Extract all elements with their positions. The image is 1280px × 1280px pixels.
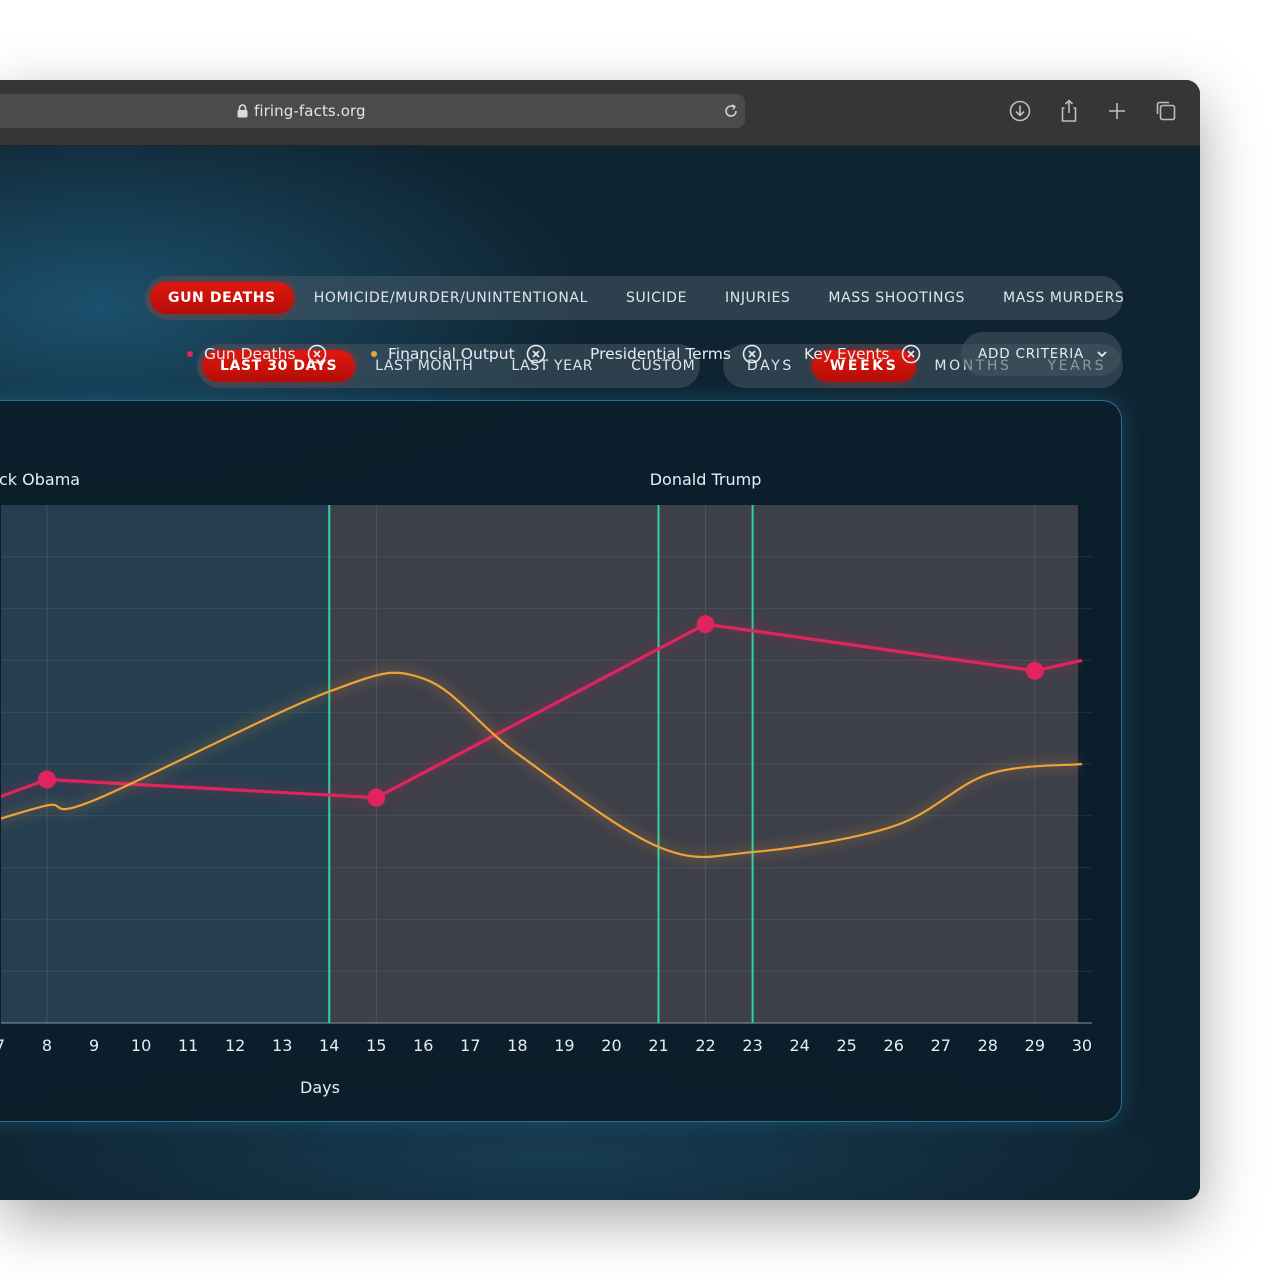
- tabs-overview-icon[interactable]: [1153, 98, 1179, 124]
- x-tick-label: 28: [978, 1036, 998, 1055]
- x-tick-label: 13: [272, 1036, 292, 1055]
- term-label: Donald Trump: [650, 470, 762, 489]
- remove-criteria-icon[interactable]: [742, 344, 762, 364]
- tab-mass-murders[interactable]: MASS MURDERS: [1003, 290, 1125, 306]
- x-tick-label: 14: [319, 1036, 339, 1055]
- add-criteria-label: ADD CRITERIA: [978, 346, 1085, 362]
- x-tick-label: 7: [0, 1036, 5, 1055]
- tab-gun-deaths[interactable]: GUN DEATHS: [150, 282, 294, 314]
- x-tick-label: 17: [460, 1036, 480, 1055]
- criteria-key-events: Key Events: [804, 344, 921, 364]
- x-tick-label: 26: [884, 1036, 904, 1055]
- range-custom[interactable]: CUSTOM: [631, 358, 696, 374]
- chevron-down-icon: [1097, 351, 1107, 358]
- gun-deaths-point: [38, 770, 56, 789]
- browser-window: firing-facts.org GUN DEATHS HOMICIDE/MUR…: [0, 80, 1200, 1200]
- x-tick-label: 24: [789, 1036, 809, 1055]
- range-last-month[interactable]: LAST MONTH: [375, 358, 474, 374]
- x-tick-label: 8: [42, 1036, 52, 1055]
- gun-deaths-dot: [187, 351, 193, 357]
- gun-deaths-point: [696, 615, 715, 634]
- x-tick-label: 9: [89, 1036, 99, 1055]
- criteria-financial-output: Financial Output: [371, 344, 546, 364]
- x-tick-label: 30: [1072, 1036, 1092, 1055]
- x-tick-label: 22: [695, 1036, 715, 1055]
- x-tick-label: 20: [601, 1036, 621, 1055]
- share-icon[interactable]: [1056, 98, 1082, 124]
- tab-homicide[interactable]: HOMICIDE/MURDER/UNINTENTIONAL: [313, 290, 589, 306]
- criteria-label: Presidential Terms: [590, 345, 731, 363]
- x-tick-label: 27: [931, 1036, 951, 1055]
- x-tick-label: 25: [837, 1036, 857, 1055]
- x-tick-label: 12: [225, 1036, 245, 1055]
- x-tick-label: 15: [366, 1036, 386, 1055]
- new-tab-icon[interactable]: [1104, 98, 1130, 124]
- criteria-label: Gun Deaths: [204, 345, 296, 363]
- browser-toolbar: firing-facts.org: [0, 80, 1200, 146]
- term-region-1: [329, 505, 1078, 1023]
- range-tabs: LAST 30 DAYS LAST MONTH LAST YEAR CUSTOM: [197, 344, 700, 388]
- x-tick-label: 23: [742, 1036, 762, 1055]
- tab-mass-shootings[interactable]: MASS SHOOTINGS: [828, 290, 966, 306]
- gun-deaths-point: [367, 788, 386, 807]
- remove-criteria-icon[interactable]: [526, 344, 546, 364]
- x-tick-label: 16: [413, 1036, 433, 1055]
- url-text[interactable]: firing-facts.org: [254, 102, 366, 120]
- line-chart: ck Obama Donald Trump 7 8 9 10 11 12 13 14 15 16 17 1…: [0, 470, 1092, 1097]
- tab-injuries[interactable]: INJURIES: [725, 290, 791, 306]
- tab-suicide[interactable]: SUICIDE: [626, 290, 688, 306]
- granularity-weeks[interactable]: WEEKS: [811, 350, 917, 382]
- criteria-label: Key Events: [804, 345, 890, 363]
- criteria-label: Financial Output: [388, 345, 515, 363]
- x-axis-label: Days: [300, 1078, 340, 1097]
- x-tick-label: 29: [1025, 1036, 1045, 1055]
- x-tick-label: 11: [178, 1036, 198, 1055]
- gun-deaths-point: [1025, 661, 1044, 680]
- lock-icon: [237, 104, 248, 118]
- criteria-gun-deaths: Gun Deaths: [187, 344, 327, 364]
- chart-card: ck Obama Donald Trump 7 8 9 10 11 12 13 14 15 16 17 1…: [0, 400, 1122, 1122]
- financial-output-line: [1, 671, 1082, 859]
- term-label: ck Obama: [0, 470, 80, 489]
- reload-icon[interactable]: [722, 102, 740, 120]
- x-tick-label: 19: [554, 1036, 574, 1055]
- address-bar[interactable]: firing-facts.org: [0, 94, 745, 128]
- add-criteria-dropdown[interactable]: ADD CRITERIA: [961, 332, 1122, 376]
- range-last-30-days[interactable]: LAST 30 DAYS: [202, 350, 356, 382]
- x-tick-label: 18: [507, 1036, 527, 1055]
- x-tick-label: 21: [648, 1036, 668, 1055]
- x-tick-label: 10: [131, 1036, 151, 1055]
- remove-criteria-icon[interactable]: [307, 344, 327, 364]
- granularity-days[interactable]: DAYS: [747, 358, 794, 374]
- download-icon[interactable]: [1007, 98, 1033, 124]
- financial-output-dot: [371, 351, 377, 357]
- category-tabs: GUN DEATHS HOMICIDE/MURDER/UNINTENTIONAL…: [145, 276, 1124, 320]
- remove-criteria-icon[interactable]: [901, 344, 921, 364]
- criteria-presidential-terms: Presidential Terms: [590, 344, 762, 364]
